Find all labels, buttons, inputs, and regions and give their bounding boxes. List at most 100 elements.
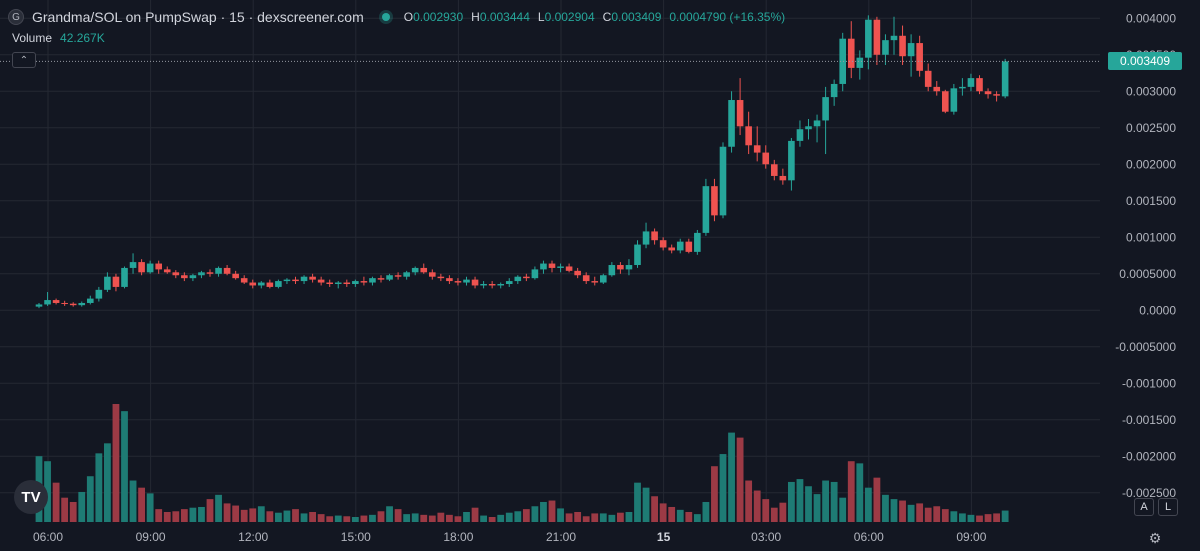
candle-body	[796, 129, 804, 141]
volume-bar	[711, 466, 718, 522]
volume-bar	[599, 513, 607, 522]
y-tick-label: -0.001500	[1122, 413, 1176, 427]
volume-bar	[334, 515, 342, 522]
chart-grid	[0, 0, 1100, 522]
volume-bar	[719, 454, 727, 522]
y-tick-label: -0.0005000	[1115, 340, 1176, 354]
volume-bar	[403, 514, 411, 522]
volume-bar	[428, 515, 436, 522]
live-status-dot-icon	[381, 13, 390, 21]
candle-body	[223, 267, 231, 274]
auto-scale-button[interactable]: A	[1134, 498, 1154, 516]
x-tick-label: 06:00	[854, 530, 884, 544]
y-tick-label: -0.001000	[1122, 376, 1176, 390]
circle-g-logo-icon: G	[8, 9, 24, 25]
volume-bar	[924, 507, 932, 522]
volume-legend: Volume 42.267K	[12, 31, 105, 45]
candle-body	[617, 265, 624, 270]
candle-body	[61, 302, 68, 304]
candle-body	[916, 43, 923, 71]
volume-bar	[839, 497, 847, 522]
open-label: O	[403, 10, 414, 24]
volume-bar	[377, 511, 385, 522]
price-axis[interactable]: 0.0040000.0035000.0030000.0025000.002000…	[1115, 11, 1176, 500]
volume-bar	[864, 487, 872, 522]
x-tick-label: 03:00	[751, 530, 781, 544]
candle-body	[95, 289, 103, 299]
volume-bar	[394, 509, 402, 522]
time-axis[interactable]: 06:00 09:00 12:00 15:00 18:00 21:00 15 03:00 06:…	[33, 530, 987, 544]
candle-body	[779, 175, 787, 181]
close-label: C	[602, 10, 612, 24]
candle-body	[181, 275, 188, 279]
candle-body	[830, 83, 838, 98]
x-tick-label: 18:00	[443, 530, 473, 544]
volume-bar	[95, 453, 103, 522]
x-tick-label: 09:00	[956, 530, 986, 544]
volume-bar	[548, 500, 556, 522]
volume-bar	[830, 481, 838, 522]
volume-bar	[873, 477, 881, 522]
volume-bar	[634, 482, 641, 522]
x-tick-label: 15	[657, 530, 671, 544]
volume-value: 42.267K	[60, 31, 105, 45]
volume-bar	[950, 511, 958, 522]
volume-bar	[266, 511, 274, 522]
candle-body	[839, 38, 846, 84]
candle-body	[394, 275, 402, 277]
chart-header: G Grandma/SOL on PumpSwap · 15 · dexscre…	[8, 7, 785, 27]
volume-bars	[35, 404, 1009, 522]
volume-bar	[890, 499, 898, 522]
log-scale-button[interactable]: L	[1158, 498, 1178, 516]
tradingview-logo-icon[interactable]: TV	[14, 480, 48, 514]
candle-body	[403, 272, 410, 277]
volume-bar	[326, 516, 334, 522]
candle-body	[719, 146, 727, 216]
volume-bar	[386, 506, 393, 522]
candle-body	[574, 270, 581, 276]
volume-bar	[702, 501, 710, 522]
y-tick-label: 0.002000	[1126, 157, 1176, 171]
volume-bar	[446, 514, 453, 522]
volume-bar	[993, 513, 1000, 522]
candle-body	[309, 276, 316, 280]
candle-body	[762, 152, 770, 165]
volume-bar	[668, 506, 676, 522]
candle-body	[215, 267, 222, 274]
volume-bar	[480, 515, 487, 522]
candle-body	[642, 231, 650, 245]
candle-body	[625, 265, 633, 270]
volume-bar	[369, 514, 376, 522]
candle-body	[514, 276, 522, 282]
high-value: 0.003444	[479, 10, 530, 24]
volume-bar	[779, 502, 787, 522]
volume-bar	[420, 514, 428, 522]
candle-body	[300, 276, 308, 282]
volume-bar	[967, 514, 975, 522]
collapse-legend-button[interactable]: ⌃	[12, 52, 36, 68]
volume-bar	[463, 511, 470, 522]
volume-bar	[471, 507, 479, 522]
volume-bar	[659, 503, 667, 522]
volume-bar	[163, 511, 171, 522]
volume-bar	[360, 515, 368, 522]
candle-body	[112, 276, 120, 287]
candle-body	[967, 78, 975, 87]
candle-body	[847, 38, 855, 68]
volume-bar	[788, 481, 795, 522]
candle-body	[813, 120, 821, 127]
volume-bar	[591, 513, 599, 522]
volume-bar	[736, 437, 744, 522]
y-tick-label: -0.002500	[1122, 486, 1176, 500]
settings-gear-icon[interactable]: ⚙	[1148, 529, 1162, 546]
candle-body	[69, 303, 77, 306]
candle-body	[907, 43, 915, 57]
candle-body	[369, 278, 376, 283]
candle-body	[873, 19, 881, 55]
volume-bar	[574, 511, 582, 522]
volume-bar	[796, 479, 804, 522]
volume-bar	[300, 513, 308, 522]
candle-body	[523, 276, 530, 279]
candle-body	[454, 281, 462, 283]
